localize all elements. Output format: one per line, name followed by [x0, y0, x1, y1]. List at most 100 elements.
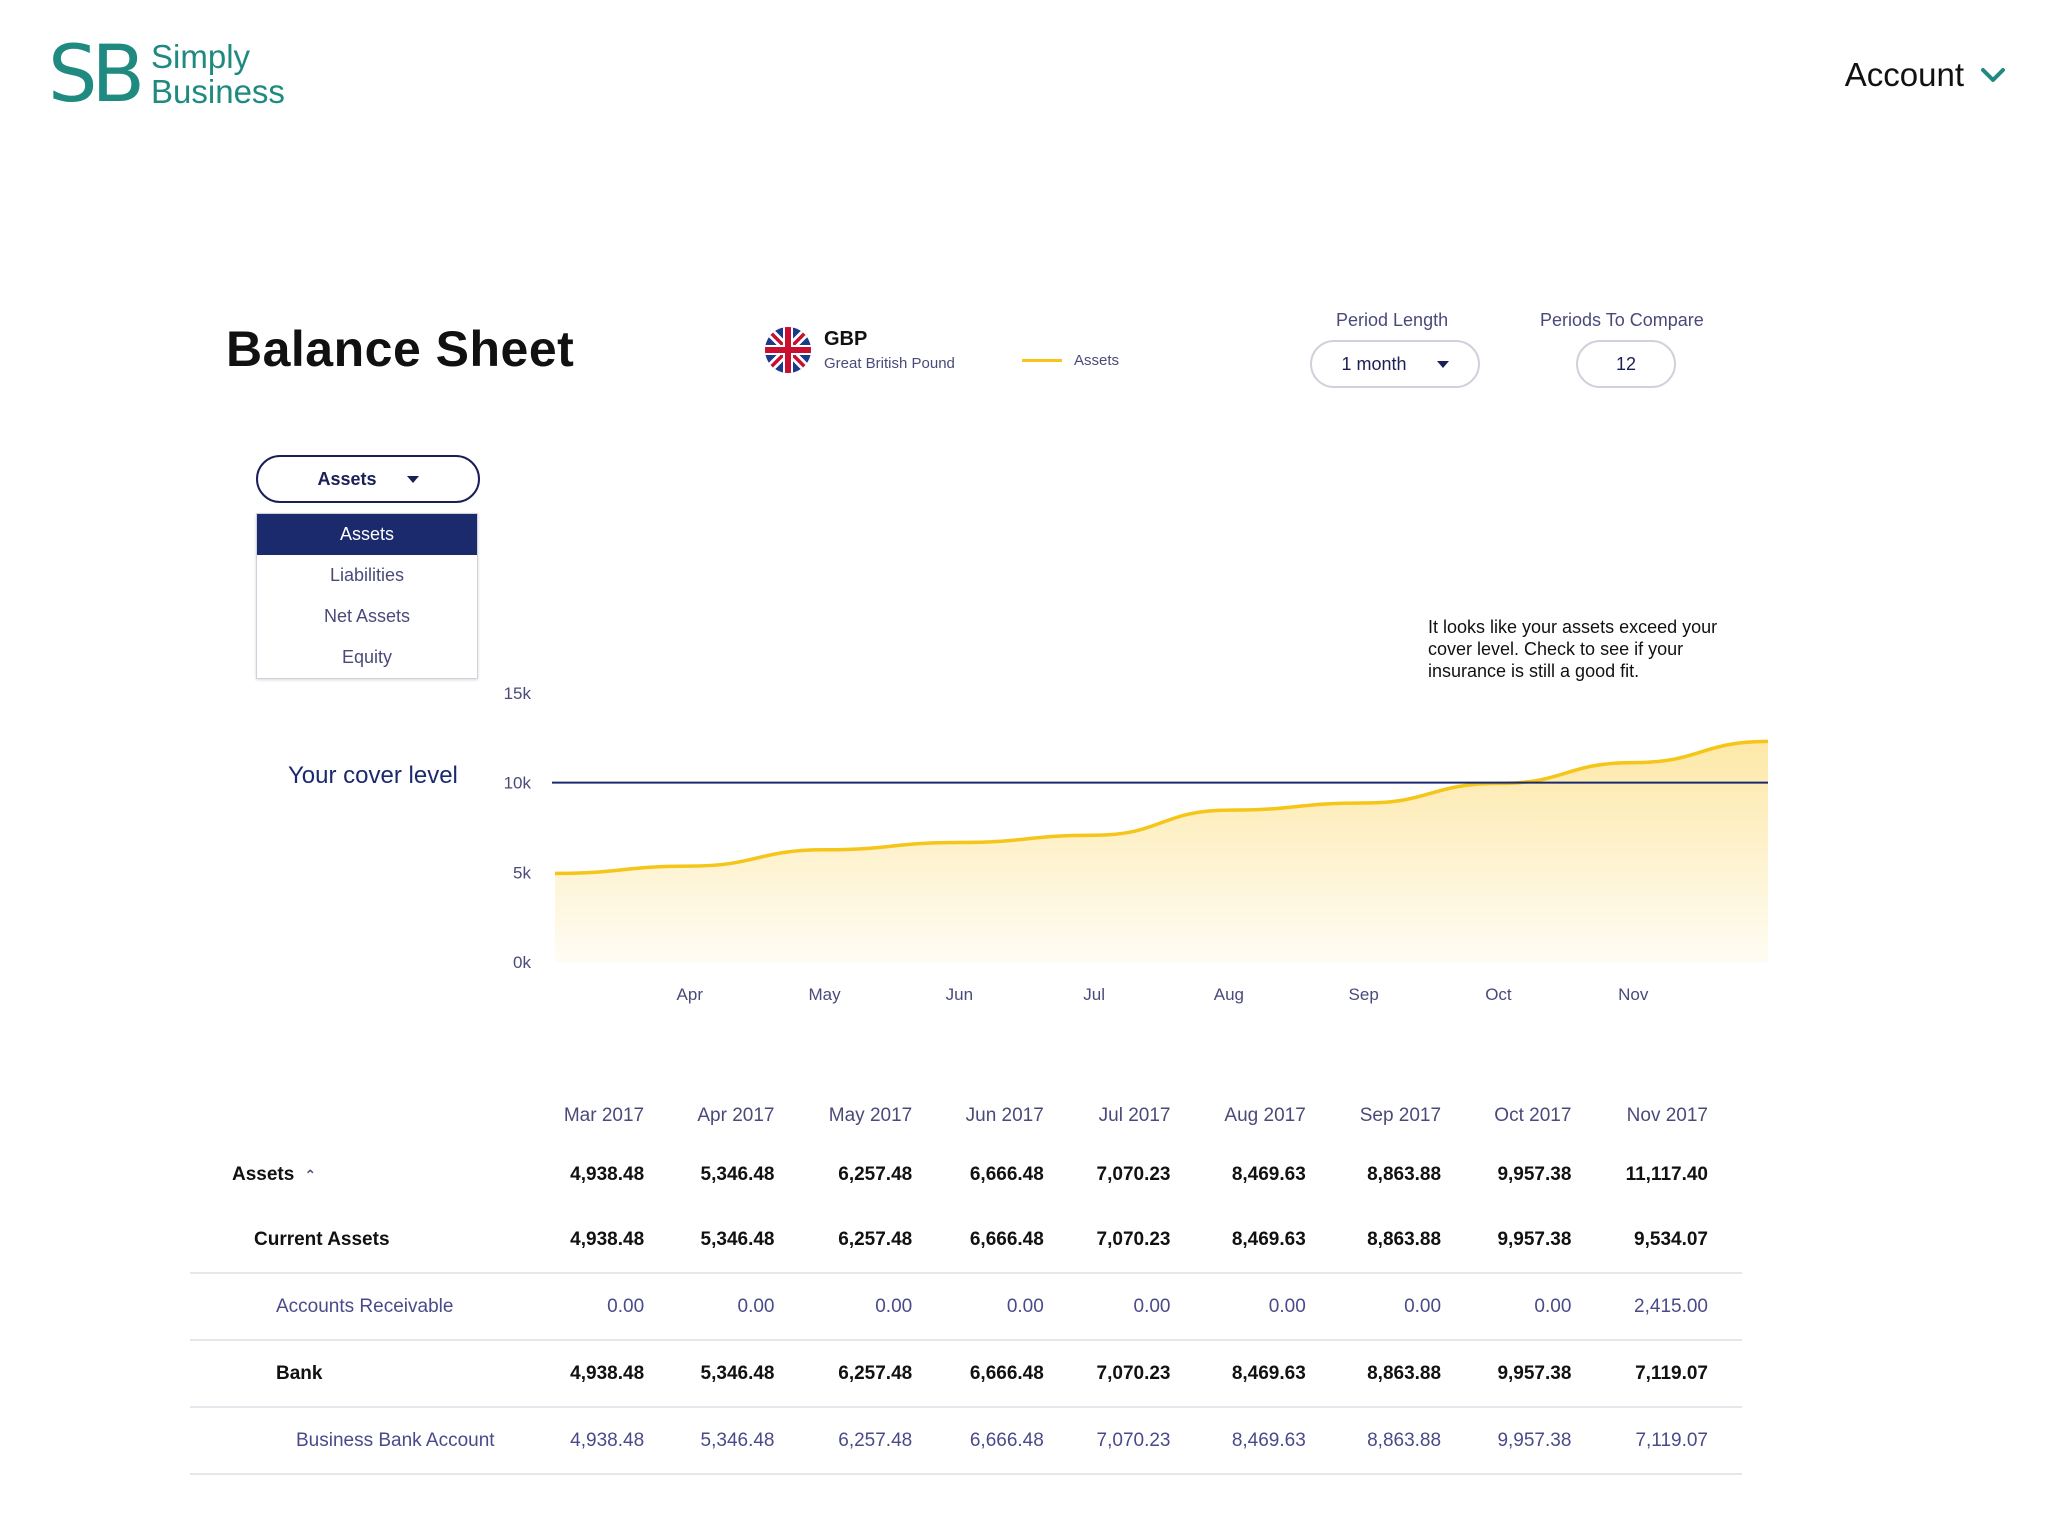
x-tick-label: Nov [1618, 985, 1649, 1004]
table-cell: 6,666.48 [946, 1340, 1078, 1408]
legend-swatch [1022, 359, 1062, 362]
table-cell: 6,666.48 [946, 1207, 1078, 1274]
row-label-text: Assets [232, 1163, 295, 1185]
table-cell: 7,070.23 [1077, 1340, 1205, 1408]
logo-wordmark: Simply Business [151, 40, 285, 109]
dropdown-option-net-assets[interactable]: Net Assets [323, 606, 411, 626]
table-cell: 7,119.07 [1605, 1340, 1742, 1408]
column-header: Jun 2017 [965, 1105, 1044, 1126]
assets-area-fill [555, 741, 1768, 962]
table-cell: 6,257.48 [808, 1407, 947, 1475]
chevron-down-icon [1981, 68, 2005, 82]
table-cell: 7,070.23 [1077, 1207, 1205, 1274]
logo-mark: SB [48, 30, 145, 120]
table-cell: 5,346.48 [700, 1163, 775, 1185]
metric-select[interactable]: Assets [256, 455, 480, 503]
table-cell: 6,257.48 [838, 1163, 913, 1185]
table-cell: 8,863.88 [1339, 1340, 1476, 1408]
y-tick-label: 10k [504, 774, 532, 793]
table-cell: 5,346.48 [678, 1207, 809, 1274]
x-tick-label: Jul [1083, 985, 1105, 1004]
column-header: Oct 2017 [1494, 1105, 1572, 1126]
simply-business-logo[interactable]: SB Simply Business [48, 30, 285, 120]
dropdown-option-liabilities[interactable]: Liabilities [329, 565, 405, 585]
table-cell: 4,938.48 [544, 1407, 679, 1475]
row-label: Assets ⌃ [190, 1142, 544, 1207]
y-tick-label: 15k [504, 684, 532, 703]
y-tick-label: 0k [513, 953, 531, 972]
table-row-business-bank-account[interactable]: Business Bank Account 4,938.48 5,346.48 … [190, 1407, 1742, 1475]
currency-name: Great British Pound [824, 355, 955, 372]
table-cell: 9,957.38 [1497, 1163, 1572, 1185]
logo-line-1: Simply [151, 38, 251, 76]
table-cell: 8,469.63 [1204, 1340, 1340, 1408]
column-header: Nov 2017 [1626, 1105, 1708, 1126]
table-cell: 4,938.48 [570, 1163, 645, 1185]
table-cell: 2,415.00 [1605, 1273, 1742, 1341]
assets-series-line [554, 739, 1769, 876]
table-header-row: Mar 2017 Apr 2017 May 2017 Jun 2017 Jul … [190, 1090, 1742, 1142]
table-cell: 9,957.38 [1475, 1340, 1606, 1408]
table-cell: 8,469.63 [1204, 1407, 1340, 1475]
column-header: Sep 2017 [1359, 1105, 1442, 1126]
periods-to-compare-input[interactable]: 12 [1576, 340, 1676, 388]
period-length-value: 1 month [1341, 353, 1407, 374]
x-tick-label: Aug [1214, 985, 1244, 1004]
table-cell: 8,863.88 [1339, 1407, 1476, 1475]
caret-down-icon [1436, 360, 1449, 368]
dropdown-option-equity[interactable]: Equity [341, 647, 393, 667]
metric-dropdown-menu: Assets Liabilities Net Assets Equity [256, 513, 478, 679]
column-header: Jul 2017 [1098, 1105, 1171, 1126]
table-header-label [190, 1090, 544, 1142]
metric-select-value: Assets [317, 468, 377, 489]
currency-code: GBP [824, 328, 868, 350]
column-header: Aug 2017 [1224, 1105, 1306, 1126]
table-cell: 5,346.48 [678, 1407, 809, 1475]
table-row-accounts-receivable[interactable]: Accounts Receivable 0.00 0.00 0.00 0.00 … [190, 1273, 1742, 1341]
account-label: Account [1844, 56, 1964, 93]
currency-indicator: GBP Great British Pound [764, 326, 955, 374]
row-label: Current Assets [190, 1207, 545, 1274]
table-cell: 4,938.48 [544, 1207, 679, 1274]
table-cell: 8,863.88 [1367, 1163, 1442, 1185]
balance-sheet-table: Mar 2017 Apr 2017 May 2017 Jun 2017 Jul … [190, 1090, 1742, 1475]
chevron-up-icon[interactable]: ⌃ [304, 1166, 317, 1183]
table-cell: 0.00 [946, 1273, 1078, 1341]
table-cell: 6,257.48 [808, 1340, 947, 1408]
table-cell: 5,346.48 [678, 1340, 809, 1408]
page-title: Balance Sheet [226, 321, 575, 377]
chart-legend: Assets [1022, 352, 1119, 369]
row-label: Business Bank Account [190, 1407, 545, 1475]
legend-label: Assets [1074, 352, 1120, 369]
table-cell: 6,666.48 [969, 1163, 1044, 1185]
row-label: Bank [190, 1340, 545, 1408]
table-cell: 11,117.40 [1625, 1163, 1708, 1185]
column-header: Apr 2017 [697, 1105, 775, 1126]
table-cell: 8,863.88 [1339, 1207, 1476, 1274]
periods-to-compare-value: 12 [1615, 353, 1637, 374]
cover-level-label: Your cover level [288, 762, 458, 789]
column-header: May 2017 [828, 1105, 913, 1126]
table-cell: 6,257.48 [808, 1207, 947, 1274]
x-tick-label: Jun [946, 985, 973, 1004]
table-row-bank[interactable]: Bank 4,938.48 5,346.48 6,257.48 6,666.48… [190, 1340, 1742, 1408]
table-cell: 9,957.38 [1475, 1207, 1606, 1274]
table-cell: 9,534.07 [1605, 1207, 1742, 1274]
table-cell: 6,666.48 [946, 1407, 1078, 1475]
table-cell: 8,469.63 [1204, 1207, 1340, 1274]
table-cell: 7,070.23 [1096, 1163, 1171, 1185]
table-cell: 0.00 [1204, 1273, 1340, 1341]
table-cell: 0.00 [678, 1273, 809, 1341]
period-length-select[interactable]: 1 month [1310, 340, 1480, 388]
row-label: Accounts Receivable [190, 1273, 545, 1341]
account-menu[interactable]: Account [1845, 56, 2008, 94]
table-cell: 0.00 [544, 1273, 679, 1341]
caret-down-icon [406, 475, 419, 483]
table-cell: 0.00 [1339, 1273, 1476, 1341]
dropdown-option-assets[interactable]: Assets [257, 514, 477, 555]
table-row-current-assets[interactable]: Current Assets 4,938.48 5,346.48 6,257.4… [190, 1207, 1742, 1274]
table-cell: 0.00 [808, 1273, 947, 1341]
column-header: Mar 2017 [563, 1105, 645, 1126]
table-row-assets[interactable]: Assets ⌃ 4,938.48 5,346.48 6,257.48 6,666… [190, 1142, 1742, 1207]
